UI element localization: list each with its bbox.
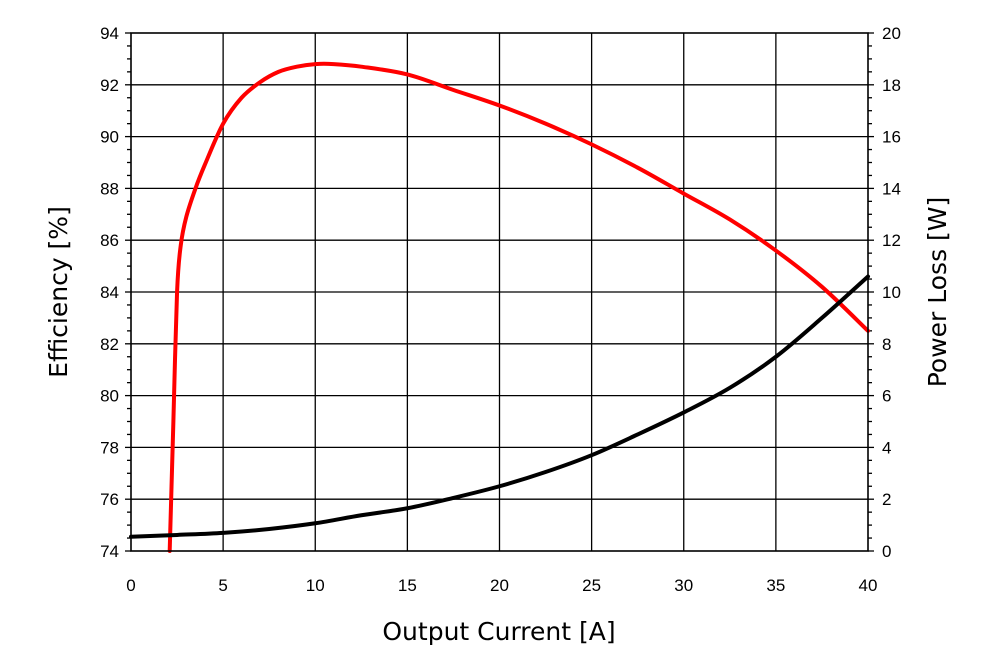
x-tick-label: 40: [859, 576, 878, 595]
x-tick-label: 0: [126, 576, 135, 595]
power-loss-series-line: [129, 274, 870, 539]
y-tick-label-left: 94: [100, 24, 119, 43]
y-tick-label-right: 18: [882, 76, 901, 95]
y-tick-label-left: 82: [100, 335, 119, 354]
x-tick-label: 15: [398, 576, 417, 595]
x-tick-label: 30: [674, 576, 693, 595]
series: [129, 61, 870, 553]
x-tick-label: 25: [582, 576, 601, 595]
y-tick-label-left: 86: [100, 231, 119, 250]
grid: [131, 33, 868, 551]
y-tick-label-left: 92: [100, 76, 119, 95]
y-tick-label-right: 8: [882, 335, 891, 354]
y-tick-label-left: 84: [100, 283, 119, 302]
y-axis-title-left: Efficiency [%]: [44, 206, 73, 378]
plot-area-frame: [130, 32, 869, 552]
x-axis-title: Output Current [A]: [382, 617, 615, 646]
y-tick-label-right: 2: [882, 490, 891, 509]
x-tick-label: 5: [218, 576, 227, 595]
efficiency-series-line: [167, 61, 870, 553]
y-tick-label-right: 20: [882, 24, 901, 43]
y-tick-label-left: 78: [100, 438, 119, 457]
y-tick-label-left: 88: [100, 179, 119, 198]
y-tick-label-left: 90: [100, 128, 119, 147]
y-axis-title-right: Power Loss [W]: [923, 197, 952, 388]
y-tick-label-left: 76: [100, 490, 119, 509]
x-tick-label: 20: [490, 576, 509, 595]
y-tick-label-right: 0: [882, 542, 891, 561]
y-tick-label-right: 10: [882, 283, 901, 302]
x-tick-label: 10: [306, 576, 325, 595]
y-tick-label-right: 4: [882, 438, 891, 457]
y-tick-label-left: 80: [100, 387, 119, 406]
x-tick-label: 35: [766, 576, 785, 595]
y-tick-label-right: 16: [882, 128, 901, 147]
y-tick-label-right: 14: [882, 179, 901, 198]
tick-labels: 0 5 10 15 20 25 30 35 40747678808284868890929402…: [100, 24, 901, 595]
y-tick-label-right: 12: [882, 231, 901, 250]
y-tick-label-right: 6: [882, 387, 891, 406]
y-tick-label-left: 74: [100, 542, 119, 561]
